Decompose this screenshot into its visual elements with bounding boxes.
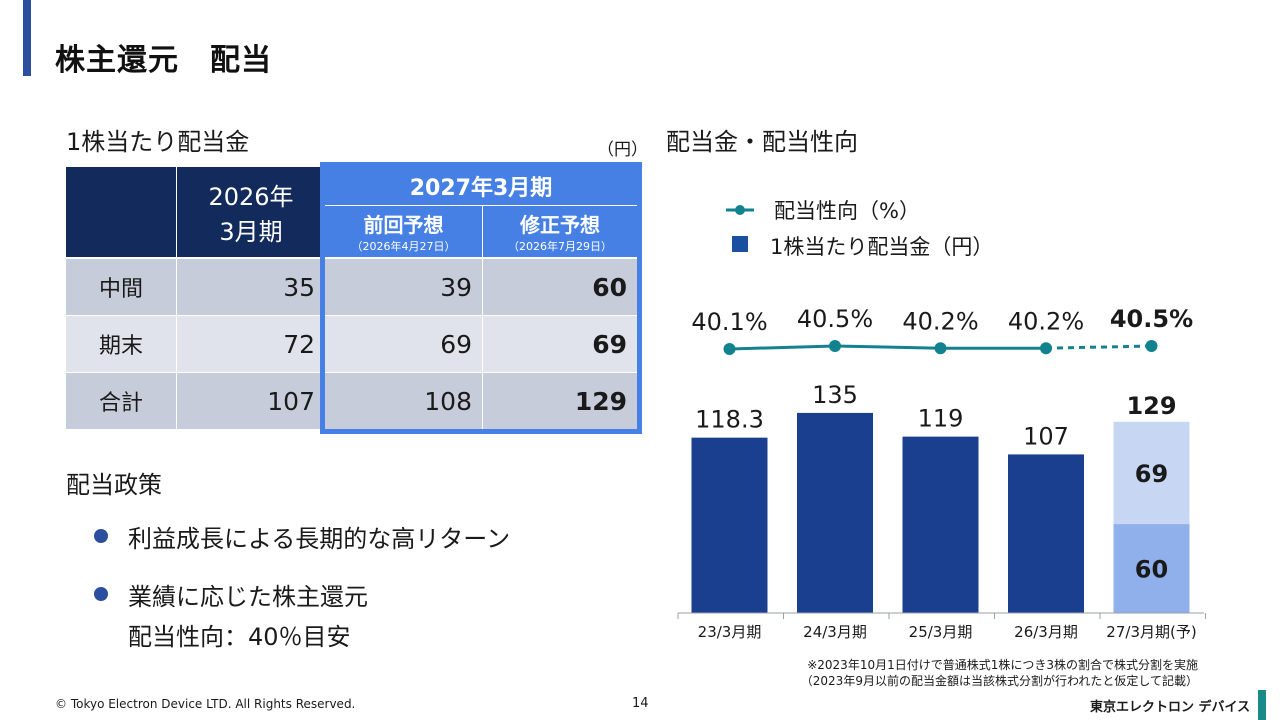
bar-segment-label-interim: 60 [1135, 556, 1168, 584]
cell-prev-interim: 39 [325, 259, 482, 315]
policy-title: 配当政策 [66, 471, 162, 499]
x-tick-label: 27/3月期(予) [1106, 623, 1196, 641]
table-corner-cell [66, 167, 176, 257]
dividend-per-share-title: 1株当たり配当金 [66, 128, 250, 156]
policy-bullet-1: 利益成長による長期的な高リターン [128, 525, 511, 553]
payout-label: 40.1% [691, 308, 767, 336]
payout-label: 40.5% [797, 305, 873, 333]
bar-value-label: 135 [812, 381, 858, 409]
bar [902, 436, 979, 613]
payout-point [829, 340, 841, 352]
row-label-total: 合計 [66, 373, 176, 429]
col-header-prev-label: 前回予想 [363, 213, 444, 237]
title-accent-bar [23, 0, 31, 76]
cell-rev-total: 129 [483, 373, 637, 429]
header-divider [326, 205, 636, 206]
col-header-2026-line2: 3月期 [219, 218, 283, 246]
chart-title: 配当金・配当性向 [666, 128, 858, 156]
policy-bullet-2-line1: 業績に応じた株主還元 [128, 583, 368, 611]
col-header-2026-line1: 2026年 [208, 183, 294, 211]
payout-label: 40.5% [1110, 305, 1193, 333]
cell-prev-total: 108 [325, 373, 482, 429]
bar-value-label: 129 [1126, 392, 1176, 420]
col-divider [176, 259, 177, 429]
cell-2026-year-end: 72 [177, 316, 325, 372]
bullet-dot [94, 529, 108, 543]
payout-label: 40.2% [1008, 307, 1084, 335]
payout-label: 40.2% [902, 307, 978, 335]
col-group-2027: 2027年3月期 [325, 167, 637, 205]
bar-segment-label-year-end: 69 [1135, 460, 1168, 488]
bar-forecast-year-end [1113, 421, 1190, 525]
dividend-chart: 配当性向（%） 1株当たり配当金（円） 118.3 23/3月期 135 24/3月期 11… [677, 199, 1206, 641]
x-tick-label: 26/3月期 [1014, 623, 1078, 641]
copyright: © Tokyo Electron Device LTD. All Rights … [55, 697, 356, 711]
legend-label-dividend: 1株当たり配当金（円） [770, 235, 993, 259]
x-tick-label: 24/3月期 [803, 623, 867, 641]
col-divider [482, 259, 483, 429]
x-tick-label: 25/3月期 [909, 623, 973, 641]
bar [1008, 454, 1084, 613]
row-label-interim: 中間 [66, 259, 176, 315]
bar-value-label: 107 [1023, 422, 1069, 450]
bar [691, 437, 768, 613]
bullet-dot [94, 587, 108, 601]
cell-rev-interim: 60 [483, 259, 637, 315]
payout-point [1040, 342, 1052, 355]
policy-bullet-2-line2: 配当性向：40％目安 [128, 623, 351, 651]
row-label-year-end: 期末 [66, 316, 176, 372]
cell-prev-year-end: 69 [325, 316, 482, 372]
col-header-rev-label: 修正予想 [520, 213, 600, 237]
legend-line-marker [735, 205, 745, 215]
payout-point [1145, 340, 1158, 352]
col-header-2026: 2026年 3月期 [177, 167, 325, 257]
col-header-prev: 前回予想 （2026年4月27日） [325, 206, 482, 257]
page-title: 株主還元 配当 [55, 43, 272, 78]
company-logo-text: 東京エレクトロン デバイス [1090, 700, 1251, 715]
bar-forecast-interim [1113, 524, 1190, 613]
cell-rev-year-end: 69 [483, 316, 637, 372]
unit-note: （円） [597, 140, 648, 160]
payout-line-segment [834, 344, 941, 350]
payout-line-segment [729, 344, 836, 351]
cell-2026-total: 107 [177, 373, 325, 429]
payout-point [934, 342, 947, 355]
split-note-line2: （2023年9月以前の配当金額は当該株式分割が行われたと仮定して記載） [800, 674, 1198, 688]
legend-label-payout: 配当性向（%） [774, 199, 920, 223]
col-header-prev-date: （2026年4月27日） [351, 240, 456, 253]
page-number: 14 [632, 696, 649, 711]
bar-value-label: 118.3 [695, 406, 764, 434]
legend-bar-sample [732, 236, 748, 252]
col-header-rev: 修正予想 （2026年7月29日） [483, 206, 637, 257]
bar [797, 412, 873, 613]
cell-2026-interim: 35 [177, 259, 325, 315]
corner-accent-bar [1258, 690, 1266, 720]
col-header-rev-date: （2026年7月29日） [508, 240, 612, 253]
x-tick-label: 23/3月期 [698, 623, 762, 641]
header-vdivider [482, 206, 483, 257]
payout-point [723, 343, 736, 355]
payout-line-forecast-segment [1045, 344, 1152, 350]
bar-value-label: 119 [918, 405, 964, 433]
split-note-line1: ※2023年10月1日付けで普通株式1株につき3株の割合で株式分割を実施 [807, 658, 1198, 672]
